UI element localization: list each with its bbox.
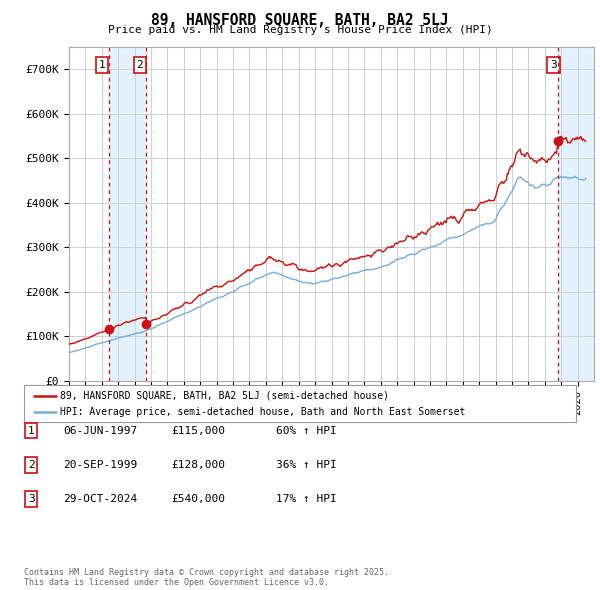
Text: 3: 3 [550, 60, 557, 70]
Text: Price paid vs. HM Land Registry's House Price Index (HPI): Price paid vs. HM Land Registry's House … [107, 25, 493, 35]
Text: 60% ↑ HPI: 60% ↑ HPI [276, 426, 337, 435]
Text: 89, HANSFORD SQUARE, BATH, BA2 5LJ (semi-detached house): 89, HANSFORD SQUARE, BATH, BA2 5LJ (semi… [60, 391, 389, 401]
Text: 3: 3 [28, 494, 35, 504]
Text: 36% ↑ HPI: 36% ↑ HPI [276, 460, 337, 470]
Text: 17% ↑ HPI: 17% ↑ HPI [276, 494, 337, 504]
Bar [559, 47, 594, 381]
Text: 06-JUN-1997: 06-JUN-1997 [63, 426, 137, 435]
Text: 20-SEP-1999: 20-SEP-1999 [63, 460, 137, 470]
Text: 89, HANSFORD SQUARE, BATH, BA2 5LJ: 89, HANSFORD SQUARE, BATH, BA2 5LJ [151, 13, 449, 28]
Bar [109, 47, 146, 381]
Text: HPI: Average price, semi-detached house, Bath and North East Somerset: HPI: Average price, semi-detached house,… [60, 407, 466, 417]
Text: £128,000: £128,000 [171, 460, 225, 470]
Text: 29-OCT-2024: 29-OCT-2024 [63, 494, 137, 504]
Text: £540,000: £540,000 [171, 494, 225, 504]
Text: 1: 1 [99, 60, 106, 70]
Text: 1: 1 [28, 426, 35, 435]
Text: 2: 2 [28, 460, 35, 470]
Text: 2: 2 [137, 60, 143, 70]
Text: £115,000: £115,000 [171, 426, 225, 435]
Text: Contains HM Land Registry data © Crown copyright and database right 2025.
This d: Contains HM Land Registry data © Crown c… [24, 568, 389, 587]
